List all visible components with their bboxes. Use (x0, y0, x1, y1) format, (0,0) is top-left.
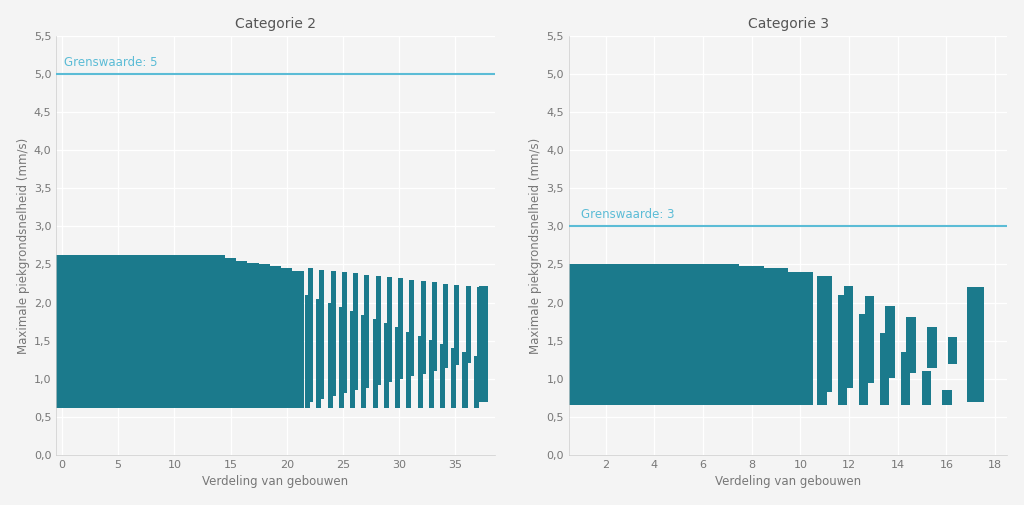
Bar (942, 390, 952, 406)
Bar (353, 273, 358, 390)
Bar (146, 256, 158, 408)
Y-axis label: Maximale piekgrondsnelheid (mm/s): Maximale piekgrondsnelheid (mm/s) (529, 137, 543, 354)
Bar (398, 278, 403, 379)
Bar (339, 307, 344, 408)
Bar (569, 265, 593, 406)
Bar (169, 256, 180, 408)
Bar (948, 337, 957, 364)
Bar (395, 327, 400, 408)
Bar (270, 266, 282, 408)
Bar (79, 256, 90, 408)
Bar (466, 286, 471, 363)
Bar (715, 265, 739, 406)
Bar (479, 286, 487, 401)
Bar (455, 285, 460, 365)
Bar (927, 327, 937, 368)
Bar (328, 303, 333, 408)
Bar (135, 256, 146, 408)
Bar (384, 323, 389, 408)
Bar (452, 348, 457, 408)
Bar (180, 256, 191, 408)
Y-axis label: Maximale piekgrondsnelheid (mm/s): Maximale piekgrondsnelheid (mm/s) (16, 137, 30, 354)
X-axis label: Verdeling van gebouwen: Verdeling van gebouwen (203, 475, 348, 488)
Bar (443, 283, 449, 368)
Bar (617, 265, 642, 406)
Bar (593, 265, 617, 406)
Bar (316, 299, 322, 408)
Bar (410, 280, 415, 376)
Bar (124, 256, 135, 408)
Bar (113, 256, 124, 408)
Bar (225, 259, 237, 408)
Bar (463, 352, 468, 408)
Bar (886, 307, 895, 378)
Bar (691, 265, 715, 406)
Bar (477, 287, 482, 360)
Bar (474, 356, 479, 408)
Bar (365, 275, 370, 388)
Title: Categorie 2: Categorie 2 (234, 17, 316, 31)
Bar (158, 256, 169, 408)
Bar (440, 344, 445, 408)
Bar (667, 265, 691, 406)
Bar (429, 340, 434, 408)
Bar (739, 266, 764, 406)
Bar (342, 272, 347, 393)
Bar (305, 295, 310, 408)
Bar (838, 295, 848, 406)
Bar (376, 276, 381, 385)
Bar (331, 271, 336, 396)
Bar (823, 276, 833, 392)
Bar (319, 270, 325, 399)
Bar (906, 317, 915, 373)
Bar (248, 263, 259, 408)
Text: Grenswaarde: 3: Grenswaarde: 3 (582, 208, 675, 221)
Bar (214, 256, 225, 408)
Bar (101, 256, 113, 408)
Bar (922, 371, 931, 406)
Bar (203, 256, 214, 408)
Text: Grenswaarde: 5: Grenswaarde: 5 (65, 56, 158, 69)
Bar (817, 276, 826, 406)
Bar (68, 256, 79, 408)
Bar (237, 261, 248, 408)
Bar (418, 336, 423, 408)
Bar (967, 287, 984, 401)
Bar (859, 314, 868, 406)
X-axis label: Verdeling van gebouwen: Verdeling van gebouwen (715, 475, 861, 488)
Bar (387, 277, 392, 382)
Bar (901, 352, 910, 406)
Bar (350, 311, 355, 408)
Bar (259, 265, 270, 408)
Bar (407, 331, 412, 408)
Bar (844, 286, 853, 388)
Bar (191, 256, 203, 408)
Bar (764, 268, 788, 406)
Bar (373, 319, 378, 408)
Bar (308, 268, 313, 401)
Bar (282, 268, 292, 408)
Bar (421, 281, 426, 374)
Bar (361, 315, 367, 408)
Bar (864, 296, 873, 383)
Bar (90, 256, 101, 408)
Bar (292, 271, 303, 408)
Bar (432, 282, 437, 371)
Bar (642, 265, 667, 406)
Bar (880, 333, 889, 406)
Bar (56, 256, 68, 408)
Bar (788, 272, 812, 406)
Title: Categorie 3: Categorie 3 (748, 17, 828, 31)
